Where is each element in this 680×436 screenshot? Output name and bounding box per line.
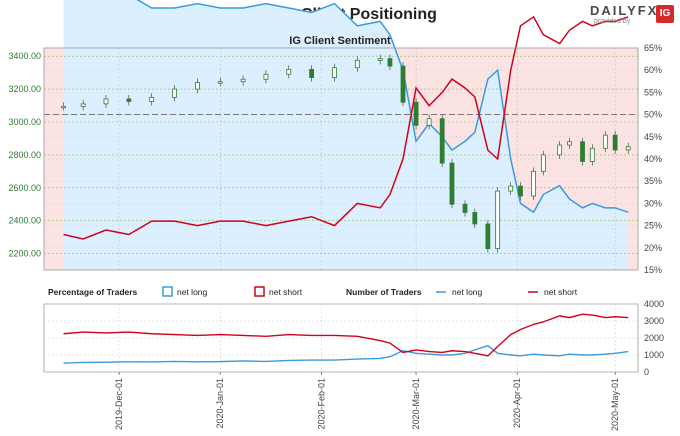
candle-body	[80, 103, 86, 107]
pct-tick-label: 50%	[644, 110, 662, 120]
legend-label: net long	[177, 287, 208, 297]
candle-body	[518, 185, 523, 197]
candle-body	[580, 141, 585, 162]
traders-tick-label: 0	[644, 367, 649, 377]
candle-body	[377, 58, 383, 61]
traders-tick-label: 1000	[644, 350, 664, 360]
legend-label: net short	[269, 287, 303, 297]
brand-tagline: provided by	[594, 18, 631, 25]
price-tick-label: 2200.00	[8, 249, 41, 259]
pct-tick-label: 45%	[644, 132, 662, 142]
price-tick-label: 2400.00	[8, 216, 41, 226]
candle-body	[194, 82, 200, 90]
candle-body	[625, 146, 631, 151]
legend-label: net short	[544, 287, 578, 297]
candle-body	[126, 98, 132, 102]
traders-tick-label: 4000	[644, 299, 664, 309]
candle-body	[426, 118, 432, 126]
legend-label: net long	[452, 287, 483, 297]
candle-body	[61, 105, 66, 109]
pct-tick-label: 15%	[644, 265, 662, 275]
candle-body	[240, 78, 246, 83]
candle-body	[413, 101, 419, 126]
candle-body	[263, 73, 269, 80]
series-line-net-short	[63, 15, 629, 240]
pct-tick-label: 25%	[644, 221, 662, 231]
candle-body	[449, 162, 455, 205]
date-tick-label: 2020-Feb-01	[316, 378, 326, 430]
price-tick-label: 2600.00	[8, 183, 41, 193]
price-tick-label: 3200.00	[8, 84, 41, 94]
traders-tick-label: 3000	[644, 316, 664, 326]
candle-body	[540, 154, 546, 172]
candle-body	[612, 134, 618, 151]
traders-line-net-long	[63, 344, 629, 364]
pct-tick-label: 40%	[644, 154, 662, 164]
brand-logo: DAILYFX provided by IG	[590, 3, 676, 29]
legend-swatch-box	[162, 286, 173, 297]
pct-tick-label: 55%	[644, 87, 662, 97]
candle-body	[557, 144, 563, 156]
candle-body	[103, 98, 109, 105]
traders-line-net-short	[63, 313, 629, 357]
plot-frame	[43, 47, 639, 271]
chart-subtitle: IG Client Sentiment	[289, 35, 391, 47]
date-tick-label: 2020-May-01	[610, 378, 620, 431]
candle-body	[400, 65, 406, 103]
pct-tick-label: 60%	[644, 65, 662, 75]
date-tick-label: 2019-Dec-01	[114, 378, 124, 430]
candle-body	[485, 223, 491, 250]
candle-body	[508, 185, 514, 192]
sentiment-chart: 2200.00 2400.00 2600.00 2800.00 3000.00 3200.…	[8, 0, 662, 275]
candle-body	[354, 59, 360, 69]
candle-body	[172, 88, 177, 98]
candle-body	[217, 81, 223, 84]
candle-body	[387, 58, 393, 67]
candle-body	[495, 190, 501, 250]
series-line-net-long	[136, 0, 629, 214]
ig-logo-icon: IG	[656, 5, 674, 23]
candle-body	[309, 68, 315, 78]
price-tick-label: 3000.00	[8, 117, 41, 127]
candle-body	[602, 134, 608, 149]
candle-body	[149, 96, 155, 102]
date-tick-label: 2020-Apr-01	[512, 378, 522, 428]
date-tick-label: 2020-Jan-01	[215, 378, 225, 429]
pct-tick-label: 20%	[644, 243, 662, 253]
legend-swatch-box	[254, 286, 265, 297]
candle-body	[286, 68, 292, 75]
traders-chart: Percentage of Traders net long net short Nu…	[43, 286, 664, 431]
legend-title-percentage: Percentage of Traders	[48, 287, 138, 297]
traders-tick-label: 2000	[644, 333, 664, 343]
candle-body	[472, 212, 478, 225]
date-tick-label: 2020-Mar-01	[411, 378, 421, 430]
pct-tick-label: 35%	[644, 176, 662, 186]
brand-name: DAILYFX	[590, 3, 659, 18]
candle-body	[332, 67, 337, 78]
candle-body	[589, 147, 595, 162]
candle-body	[531, 170, 536, 197]
candle-body	[567, 141, 572, 146]
price-tick-label: 2800.00	[8, 150, 41, 160]
candle-body	[462, 203, 468, 213]
pct-tick-label: 65%	[644, 43, 662, 53]
net-long-area	[63, 0, 629, 270]
legend-title-number: Number of Traders	[346, 287, 422, 297]
candle-body	[439, 118, 445, 164]
pct-tick-label: 30%	[644, 198, 662, 208]
price-tick-label: 3400.00	[8, 51, 41, 61]
